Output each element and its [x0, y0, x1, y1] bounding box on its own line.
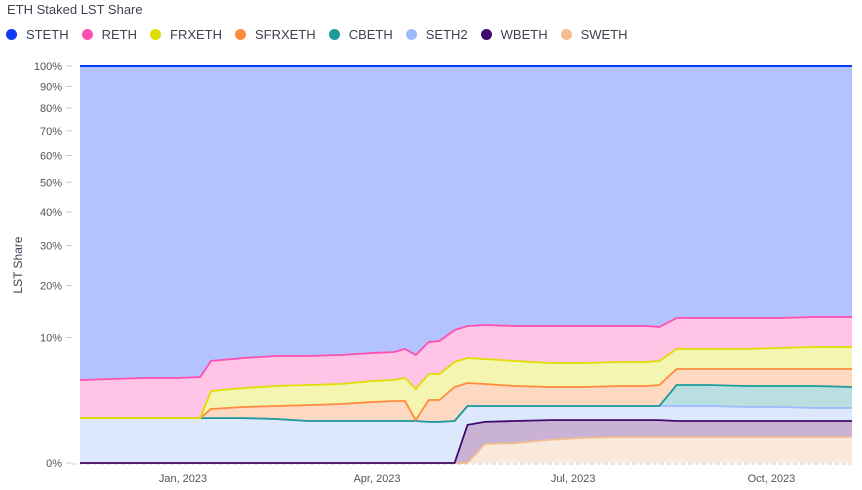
area-sfrxeth: [80, 369, 852, 422]
legend-label: STETH: [26, 27, 69, 42]
legend-dot-icon: [405, 29, 417, 40]
legend-dot-icon: [328, 29, 340, 40]
legend-item-sweth[interactable]: SWETH: [560, 27, 628, 42]
legend-dot-icon: [150, 29, 162, 40]
area-frxeth: [80, 347, 852, 421]
legend-item-cbeth[interactable]: CBETH: [328, 27, 393, 42]
y-tick-label: 0%: [46, 458, 62, 470]
line-reth: [79, 316, 852, 381]
x-tick-label: Oct, 2023: [748, 473, 796, 485]
area-sweth: [80, 437, 852, 463]
y-tick-label: 70%: [40, 126, 62, 138]
line-sfrxeth: [80, 368, 852, 422]
legend-item-wbeth[interactable]: WBETH: [480, 27, 548, 42]
y-tick-label: 30%: [40, 241, 62, 253]
legend-dot-icon: [81, 29, 93, 40]
y-tick-label: 90%: [40, 81, 62, 93]
area-cbeth: [80, 385, 852, 422]
y-tick-label: 20%: [40, 280, 62, 292]
legend-dot-icon: [6, 29, 17, 40]
legend-label: SFRXETH: [255, 27, 316, 42]
y-tick-label: 40%: [40, 207, 62, 219]
line-frxeth: [80, 346, 852, 420]
y-tick-label: 80%: [40, 103, 62, 115]
line-cbeth: [80, 384, 853, 423]
legend-label: SETH2: [425, 27, 468, 42]
legend-label: RETH: [101, 27, 138, 42]
area-steth: [80, 66, 852, 380]
area-seth2: [80, 406, 852, 463]
y-tick-label: 100%: [34, 61, 62, 73]
legend-item-reth[interactable]: RETH: [81, 27, 138, 42]
legend-item-sfrxeth[interactable]: SFRXETH: [235, 27, 316, 42]
legend-label: FRXETH: [170, 27, 223, 42]
chart-title: ETH Staked LST Share: [7, 2, 143, 17]
legend-dot-icon: [560, 29, 572, 40]
legend-label: CBETH: [348, 27, 393, 42]
y-tick-label: 10%: [40, 332, 62, 344]
legend-dot-icon: [480, 29, 492, 40]
legend-item-frxeth[interactable]: FRXETH: [150, 27, 222, 42]
area-wbeth: [80, 420, 852, 463]
line-wbeth: [80, 419, 852, 464]
legend-dot-icon: [235, 29, 247, 40]
legend-label: SWETH: [580, 27, 628, 42]
legend-label: WBETH: [500, 27, 548, 42]
x-tick-label: Jan, 2023: [159, 473, 207, 485]
legend-item-seth2[interactable]: SETH2: [405, 27, 468, 42]
x-tick-label: Apr, 2023: [353, 473, 400, 485]
x-tick-label: Jul, 2023: [551, 473, 596, 485]
legend: STETH RETH FRXETH SFRXETH CBETH SETH2 WBETH SWE…: [6, 27, 641, 42]
area-reth: [80, 317, 852, 419]
y-tick-label: 60%: [40, 150, 62, 162]
y-tick-label: 50%: [40, 177, 62, 189]
legend-item-steth[interactable]: STETH: [6, 27, 69, 42]
